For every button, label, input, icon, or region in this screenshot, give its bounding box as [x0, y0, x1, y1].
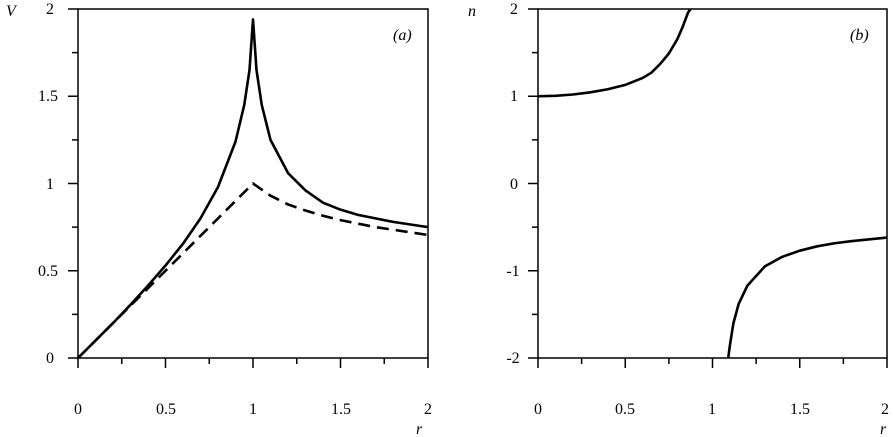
panel-b-ytick-label-2: 0	[510, 176, 518, 193]
panel-a-xtick-label-1: 0.5	[156, 401, 176, 418]
panel-b-ytick-label-4: 2	[510, 1, 518, 18]
panel-a-xtick-label-4: 2	[424, 401, 432, 418]
panel-b-tick-labels: -2 -1 0 1 2 0 0.5 1 1.5 2	[506, 1, 889, 418]
panel-b-tag: (b)	[850, 27, 869, 44]
panel-a-xtick-label-2: 1	[249, 401, 257, 418]
panel-a-ylabel: V	[6, 3, 18, 20]
panel-b-ylabel: n	[468, 3, 476, 20]
panel-a-tick-labels: 0 0.5 1 1.5 2 0 0.5 1 1.5 2	[38, 1, 432, 418]
panel-b-frame	[537, 8, 888, 359]
panel-a-ytick-label-4: 2	[46, 1, 54, 18]
panel-b-xlabel: r	[880, 421, 887, 437]
panel-a: 0 0.5 1 1.5 2 0 0.5 1 1.5 2 V r (a)	[6, 1, 432, 437]
panel-a-xtick-label-3: 1.5	[331, 401, 351, 418]
panel-a-series-0-line	[77, 18, 429, 359]
panel-b-ytick-label-0: -2	[506, 350, 519, 367]
panel-a-xtick-label-0: 0	[74, 401, 82, 418]
panel-b-xtick-label-3: 1.5	[790, 401, 810, 418]
panel-a-plot	[77, 18, 429, 359]
panel-a-xlabel: r	[416, 421, 423, 437]
panel-b-ytick-label-3: 1	[510, 88, 518, 105]
panel-a-ytick-label-1: 0.5	[38, 263, 58, 280]
panel-a-ticks	[68, 8, 429, 368]
panel-b: -2 -1 0 1 2 0 0.5 1 1.5 2 n r (b)	[468, 1, 889, 437]
panel-a-ytick-label-0: 0	[46, 350, 54, 367]
panel-a-series-1-line	[77, 182, 429, 359]
panel-a-tag: (a)	[393, 27, 412, 44]
panel-b-xtick-label-4: 2	[881, 401, 889, 418]
panel-a-ytick-label-2: 1	[46, 176, 54, 193]
panel-b-series-0-line	[537, 8, 692, 98]
panel-a-ytick-label-3: 1.5	[38, 88, 58, 105]
panel-b-series-1-line	[726, 236, 888, 359]
panel-b-plot	[537, 8, 888, 359]
panel-b-xtick-label-2: 1	[708, 401, 716, 418]
panel-b-xtick-label-1: 0.5	[615, 401, 635, 418]
panel-b-xtick-label-0: 0	[534, 401, 542, 418]
panel-b-ticks	[528, 8, 888, 368]
panel-b-ytick-label-1: -1	[506, 263, 519, 280]
